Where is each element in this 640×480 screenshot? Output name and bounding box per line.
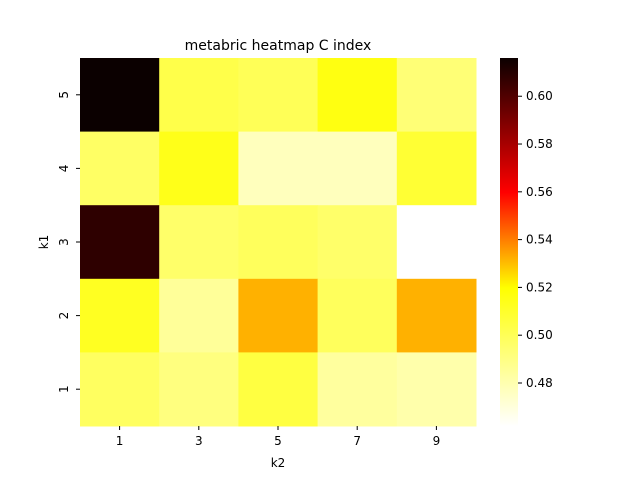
heatmap-cell-k1-2-k2-1: [80, 278, 160, 353]
colorbar-tick-label: 0.54: [526, 233, 553, 247]
colorbar-tick-label: 0.56: [526, 185, 553, 199]
colorbar-ticks: 0.48 0.50 0.52 0.54 0.56 0.58 0.60: [518, 89, 553, 390]
heatmap-cell-k1-3-k2-9: [396, 205, 477, 280]
heatmap-cell-k1-5-k2-7: [317, 58, 398, 133]
heatmap-cells: [80, 58, 477, 427]
heatmap-cell-k1-3-k2-7: [317, 205, 398, 280]
heatmap-cell-k1-5-k2-1: [80, 58, 160, 133]
heatmap-cell-k1-4-k2-7: [317, 131, 398, 206]
x-tick-label: 3: [195, 434, 203, 448]
heatmap-cell-k1-5-k2-3: [159, 58, 239, 133]
y-tick-label: 1: [57, 385, 71, 393]
colorbar: [500, 58, 518, 426]
heatmap-cell-k1-5-k2-9: [396, 58, 477, 133]
y-tick-label: 4: [57, 165, 71, 173]
heatmap-cell-k1-1-k2-3: [159, 352, 239, 427]
heatmap-cell-k1-3-k2-5: [238, 205, 319, 280]
y-axis-ticks: 5 4 3 2 1: [57, 91, 80, 393]
heatmap-cell-k1-5-k2-5: [238, 58, 319, 133]
x-tick-label: 7: [353, 434, 361, 448]
heatmap-cell-k1-4-k2-5: [238, 131, 319, 206]
y-axis-label: k1: [37, 235, 51, 250]
x-tick-label: 1: [116, 434, 124, 448]
colorbar-tick-label: 0.58: [526, 137, 553, 151]
colorbar-tick-label: 0.60: [526, 89, 553, 103]
heatmap-cell-k1-4-k2-9: [396, 131, 477, 206]
heatmap-cell-k1-2-k2-9: [396, 278, 477, 353]
heatmap-cell-k1-3-k2-1: [80, 205, 160, 280]
x-axis-label: k2: [271, 456, 286, 470]
colorbar-tick-label: 0.50: [526, 328, 553, 342]
y-tick-label: 3: [57, 238, 71, 246]
colorbar-tick-label: 0.48: [526, 376, 553, 390]
x-axis-ticks: 1 3 5 7 9: [116, 426, 440, 448]
y-tick-label: 2: [57, 312, 71, 320]
x-tick-label: 5: [274, 434, 282, 448]
heatmap-cell-k1-2-k2-7: [317, 278, 398, 353]
heatmap-cell-k1-1-k2-5: [238, 352, 319, 427]
heatmap-cell-k1-1-k2-9: [396, 352, 477, 427]
heatmap-cell-k1-3-k2-3: [159, 205, 239, 280]
heatmap-cell-k1-2-k2-5: [238, 278, 319, 353]
y-tick-label: 5: [57, 91, 71, 99]
heatmap-cell-k1-1-k2-1: [80, 352, 160, 427]
heatmap-cell-k1-1-k2-7: [317, 352, 398, 427]
heatmap-cell-k1-2-k2-3: [159, 278, 239, 353]
heatmap-cell-k1-4-k2-1: [80, 131, 160, 206]
colorbar-tick-label: 0.52: [526, 280, 553, 294]
chart-title: metabric heatmap C index: [185, 38, 372, 54]
x-tick-label: 9: [433, 434, 441, 448]
heatmap-cell-k1-4-k2-3: [159, 131, 239, 206]
